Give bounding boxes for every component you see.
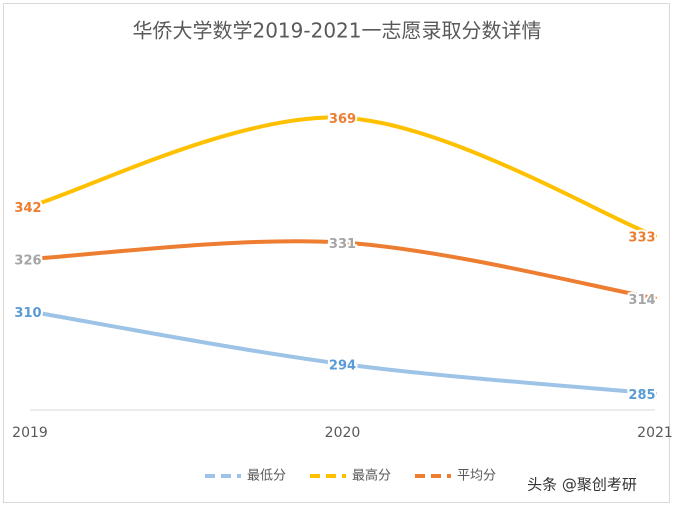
watermark: 头条 @聚创考研 [527, 476, 637, 494]
line [28, 309, 657, 396]
legend-label: 平均分 [457, 469, 496, 484]
data-label: 369 [329, 112, 356, 127]
data-label: 326 [14, 253, 41, 268]
legend-label: 最高分 [352, 468, 391, 484]
x-tick-label: 2020 [325, 425, 361, 441]
data-label: 294 [329, 359, 356, 374]
chart-title: 华侨大学数学2019-2021一志愿录取分数详情 [132, 19, 541, 43]
x-tick-label: 2021 [637, 425, 673, 441]
data-label: 331 [329, 237, 356, 252]
data-label: 314 [628, 293, 655, 308]
data-label: 342 [14, 201, 41, 216]
legend-label: 最低分 [247, 469, 286, 484]
line [28, 115, 657, 238]
data-label: 285 [628, 388, 655, 403]
x-tick-label: 2019 [12, 425, 48, 441]
data-label: 310 [14, 306, 41, 321]
data-label: 333 [628, 230, 655, 245]
line [28, 239, 657, 301]
